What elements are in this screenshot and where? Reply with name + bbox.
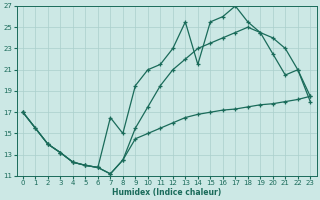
- X-axis label: Humidex (Indice chaleur): Humidex (Indice chaleur): [112, 188, 221, 197]
